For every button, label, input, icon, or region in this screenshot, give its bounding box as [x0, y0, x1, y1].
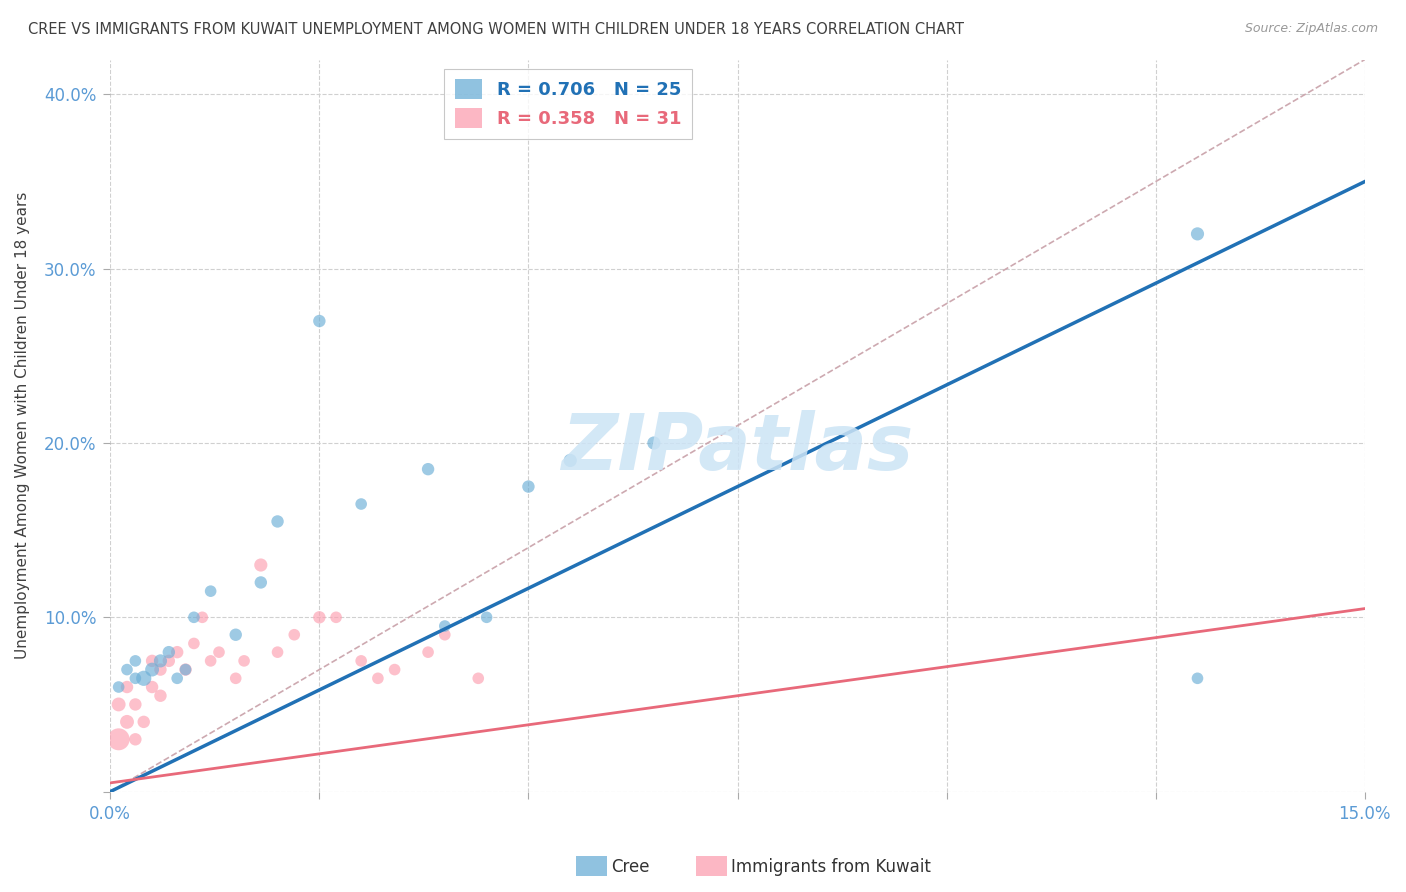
Point — [174, 663, 197, 677]
Legend: R = 0.706   N = 25, R = 0.358   N = 31: R = 0.706 N = 25, R = 0.358 N = 31 — [444, 69, 692, 139]
Point — [325, 610, 347, 624]
Point — [157, 654, 180, 668]
Point — [183, 636, 205, 650]
Point — [433, 628, 456, 642]
Point — [200, 584, 222, 599]
Point — [191, 610, 214, 624]
Point — [107, 680, 129, 694]
Point — [124, 732, 146, 747]
Point — [433, 619, 456, 633]
Point — [1187, 671, 1209, 685]
Point — [250, 575, 273, 590]
Point — [149, 654, 172, 668]
Point — [308, 314, 330, 328]
Point — [225, 671, 247, 685]
Point — [1187, 227, 1209, 241]
Point — [141, 654, 163, 668]
Point — [517, 480, 540, 494]
Point — [467, 671, 489, 685]
Point — [266, 515, 288, 529]
Point — [643, 436, 665, 450]
Point — [124, 698, 146, 712]
Point — [350, 654, 373, 668]
Point — [115, 663, 138, 677]
Point — [225, 628, 247, 642]
Point — [350, 497, 373, 511]
Point — [384, 663, 406, 677]
Point — [124, 654, 146, 668]
Point — [266, 645, 288, 659]
Point — [141, 680, 163, 694]
Point — [132, 714, 155, 729]
Text: Source: ZipAtlas.com: Source: ZipAtlas.com — [1244, 22, 1378, 36]
Point — [132, 671, 155, 685]
Point — [166, 645, 188, 659]
Text: Cree: Cree — [612, 858, 650, 876]
Point — [283, 628, 305, 642]
Point — [149, 663, 172, 677]
Point — [115, 714, 138, 729]
Point — [250, 558, 273, 572]
Text: CREE VS IMMIGRANTS FROM KUWAIT UNEMPLOYMENT AMONG WOMEN WITH CHILDREN UNDER 18 Y: CREE VS IMMIGRANTS FROM KUWAIT UNEMPLOYM… — [28, 22, 965, 37]
Text: Immigrants from Kuwait: Immigrants from Kuwait — [731, 858, 931, 876]
Point — [174, 663, 197, 677]
Y-axis label: Unemployment Among Women with Children Under 18 years: Unemployment Among Women with Children U… — [15, 192, 30, 659]
Point — [200, 654, 222, 668]
Point — [124, 671, 146, 685]
Point — [367, 671, 389, 685]
Point — [141, 663, 163, 677]
Point — [208, 645, 231, 659]
Point — [416, 462, 439, 476]
Point — [107, 698, 129, 712]
Point — [416, 645, 439, 659]
Point — [149, 689, 172, 703]
Point — [115, 680, 138, 694]
Point — [308, 610, 330, 624]
Point — [166, 671, 188, 685]
Text: ZIPatlas: ZIPatlas — [561, 409, 914, 485]
Point — [107, 732, 129, 747]
Point — [157, 645, 180, 659]
Point — [183, 610, 205, 624]
Point — [475, 610, 498, 624]
Point — [233, 654, 256, 668]
Point — [560, 453, 582, 467]
